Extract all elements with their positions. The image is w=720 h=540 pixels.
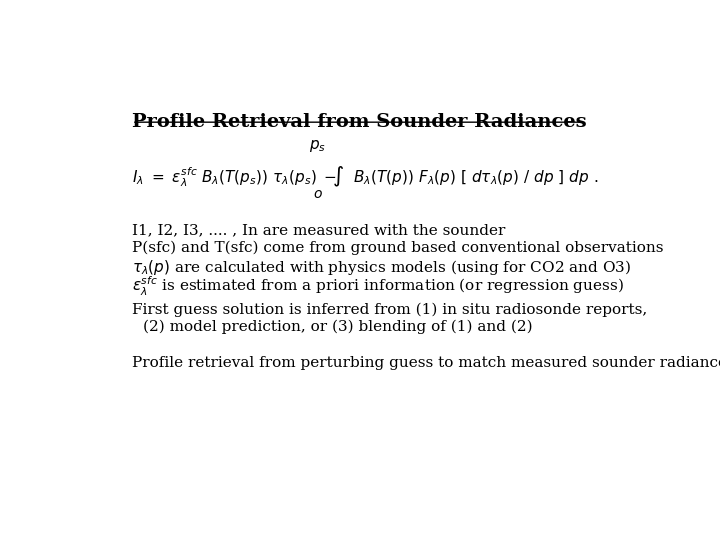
Text: $I_\lambda\ =\ \varepsilon_\lambda^{sfc}\ B_\lambda(T(p_s))\ \tau_\lambda(p_s)\ : $I_\lambda\ =\ \varepsilon_\lambda^{sfc}… (132, 165, 598, 188)
Text: First guess solution is inferred from (1) in situ radiosonde reports,: First guess solution is inferred from (1… (132, 302, 647, 317)
Text: Profile retrieval from perturbing guess to match measured sounder radiances: Profile retrieval from perturbing guess … (132, 356, 720, 370)
Text: $o$: $o$ (312, 187, 323, 201)
Text: P(sfc) and T(sfc) come from ground based conventional observations: P(sfc) and T(sfc) come from ground based… (132, 240, 663, 255)
Text: $\varepsilon_\lambda^{sfc}$ is estimated from a priori information (or regressio: $\varepsilon_\lambda^{sfc}$ is estimated… (132, 275, 624, 299)
Text: I1, I2, I3, .... , In are measured with the sounder: I1, I2, I3, .... , In are measured with … (132, 223, 505, 237)
Text: $p_s$: $p_s$ (309, 138, 326, 154)
Text: (2) model prediction, or (3) blending of (1) and (2): (2) model prediction, or (3) blending of… (143, 320, 533, 334)
Text: Profile Retrieval from Sounder Radiances: Profile Retrieval from Sounder Radiances (132, 113, 587, 131)
Text: $\tau_\lambda(p)$ are calculated with physics models (using for CO2 and O3): $\tau_\lambda(p)$ are calculated with ph… (132, 258, 631, 276)
